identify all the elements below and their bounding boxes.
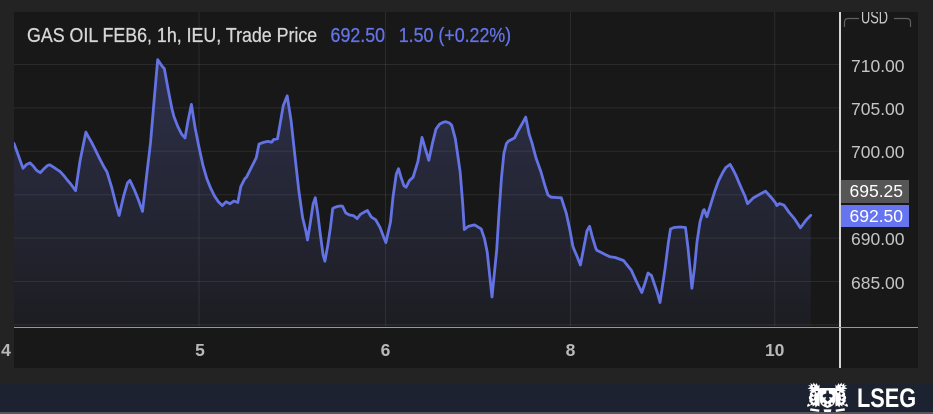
svg-text:USD: USD	[861, 12, 888, 27]
